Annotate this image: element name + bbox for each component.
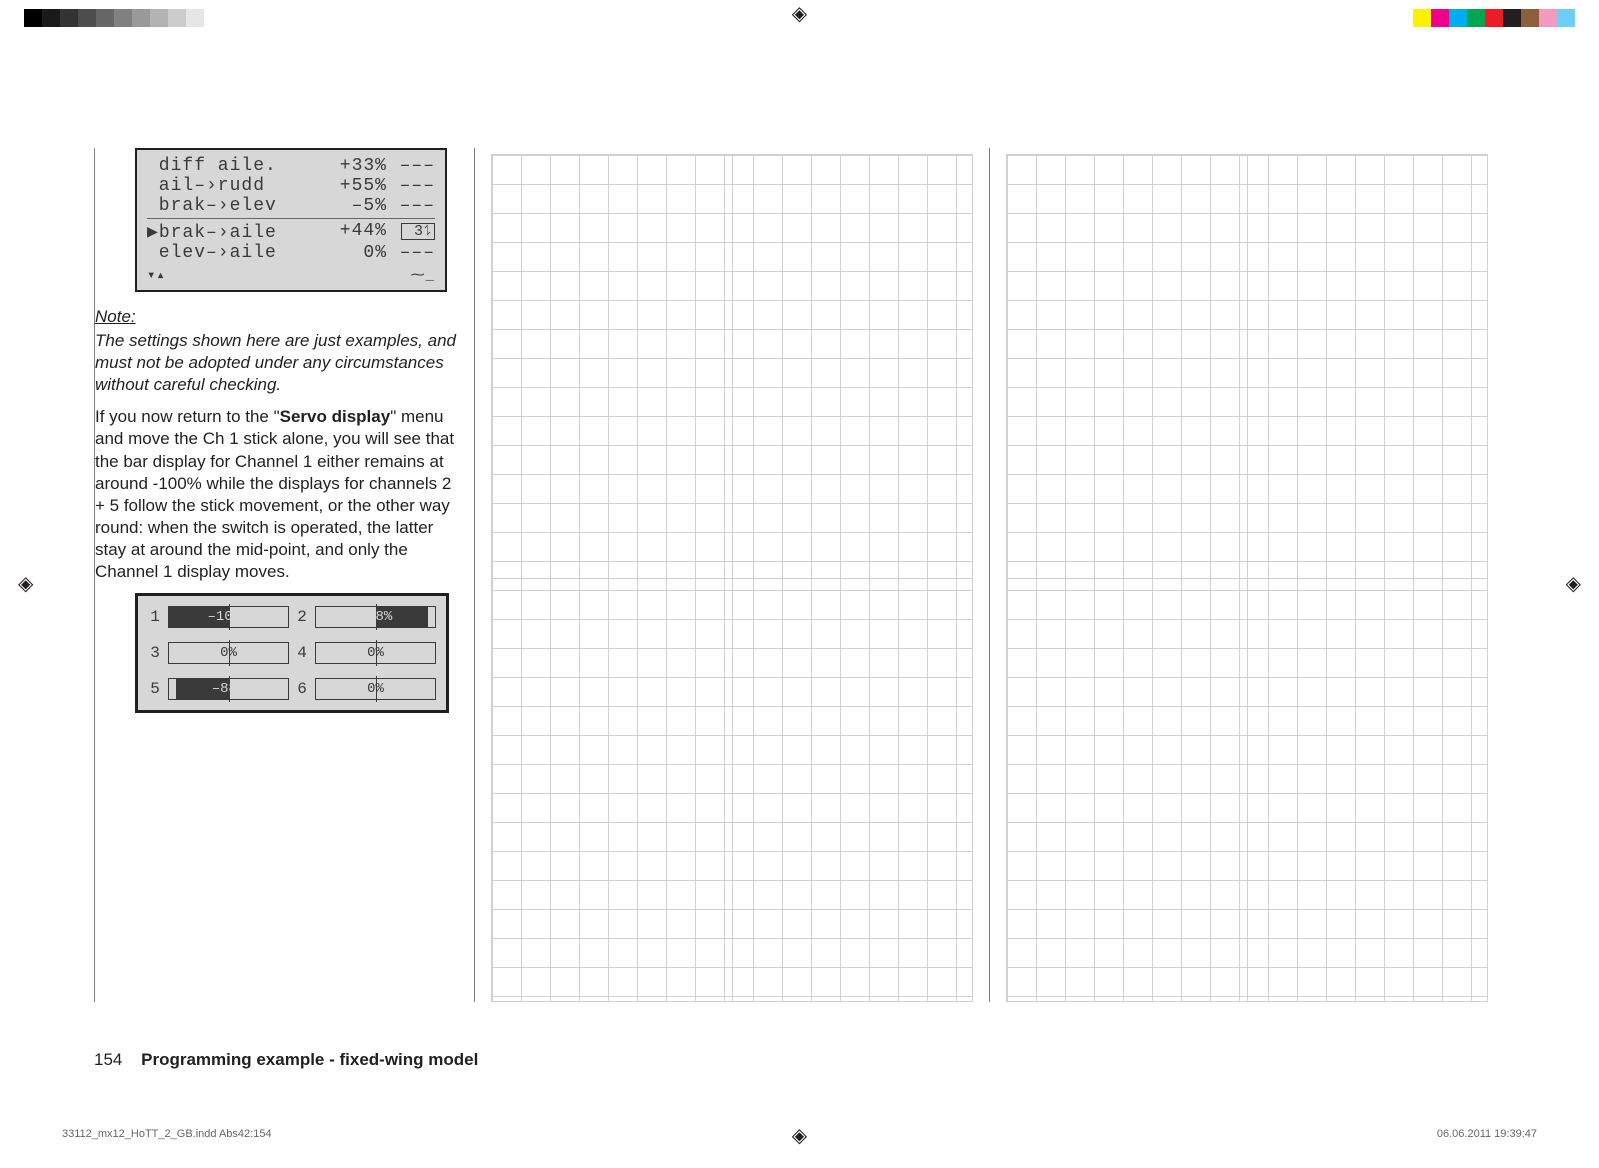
page-number: 154 xyxy=(94,1050,122,1069)
servo-channel-number: 3 xyxy=(148,644,162,662)
mixer-row-value: 0% xyxy=(267,243,391,263)
registration-mark-left: ◈ xyxy=(18,574,33,594)
mixer-row-switch: ––– xyxy=(391,156,435,176)
grayscale-swatches xyxy=(24,6,222,30)
mixer-row-name: ▶brak–›aile xyxy=(147,221,267,243)
bar-label: 0% xyxy=(316,679,435,699)
grid-columns xyxy=(474,148,1504,1002)
indd-timestamp: 06.06.2011 19:39:47 xyxy=(1437,1128,1537,1140)
note-heading: Note: xyxy=(95,306,458,328)
mixer-row-value: +44% xyxy=(267,221,391,243)
color-swatch xyxy=(1503,9,1521,27)
grid-area-2 xyxy=(1006,154,1488,1002)
para-bold: Servo display xyxy=(280,407,391,426)
color-swatches xyxy=(1413,6,1575,30)
note-body: The settings shown here are just example… xyxy=(95,330,458,396)
servo-bar: 0% xyxy=(315,642,436,664)
color-swatch xyxy=(1521,9,1539,27)
switch-chip: 3⥍ xyxy=(401,223,435,240)
mixer-row: diff aile.+33%––– xyxy=(147,156,435,176)
switch-glyph-icon: ⁓_ xyxy=(411,267,435,284)
color-swatch xyxy=(1449,9,1467,27)
registration-mark-right: ◈ xyxy=(1566,574,1581,594)
mixer-row-switch: 3⥍ xyxy=(391,221,435,243)
para-lead: If you now return to the " xyxy=(95,407,280,426)
mixer-row-name: diff aile. xyxy=(147,156,267,176)
servo-bar: +88% xyxy=(315,606,436,628)
mixer-row-value: –5% xyxy=(267,196,391,216)
mixer-row-switch: ––– xyxy=(391,196,435,216)
bar-label: 0% xyxy=(316,643,435,663)
gray-swatch xyxy=(96,9,114,27)
gray-swatch xyxy=(168,9,186,27)
color-swatch xyxy=(1413,9,1431,27)
mixer-row-name: ail–›rudd xyxy=(147,176,267,196)
notes-grid-1 xyxy=(474,148,989,1002)
gray-swatch xyxy=(132,9,150,27)
registration-mark-top: ◈ xyxy=(792,4,807,24)
gray-swatch xyxy=(150,9,168,27)
gray-swatch xyxy=(24,9,42,27)
gray-swatch xyxy=(204,9,222,27)
color-swatch xyxy=(1431,9,1449,27)
para-tail: " menu and move the Ch 1 stick alone, yo… xyxy=(95,407,454,581)
gray-swatch xyxy=(186,9,204,27)
bar-label: +88% xyxy=(316,607,435,627)
servo-channel-number: 6 xyxy=(295,680,309,698)
color-swatch xyxy=(1467,9,1485,27)
servo-bar: –88% xyxy=(168,678,289,700)
gray-swatch xyxy=(60,9,78,27)
page-title: Programming example - fixed-wing model xyxy=(141,1050,478,1069)
mixer-lcd: diff aile.+33%––– ail–›rudd+55%––– brak–… xyxy=(135,148,447,292)
gray-swatch xyxy=(114,9,132,27)
gray-swatch xyxy=(78,9,96,27)
nav-arrows-icon: ▾▴ xyxy=(147,267,166,284)
servo-display-lcd: 1 –100% 2 +88% 3 0% 4 0% 5 –88% 6 0% xyxy=(135,593,449,713)
servo-channel-number: 5 xyxy=(148,680,162,698)
color-swatch xyxy=(1539,9,1557,27)
indd-filename: 33112_mx12_HoTT_2_GB.indd Abs42:154 xyxy=(62,1128,272,1140)
servo-paragraph: If you now return to the "Servo display"… xyxy=(95,406,458,583)
mixer-row-value: +33% xyxy=(267,156,391,176)
mixer-row-name: elev–›aile xyxy=(147,243,267,263)
mixer-row-switch: ––– xyxy=(391,176,435,196)
mixer-row: ail–›rudd+55%––– xyxy=(147,176,435,196)
color-swatch xyxy=(1557,9,1575,27)
gray-swatch xyxy=(42,9,60,27)
servo-bar: –100% xyxy=(168,606,289,628)
color-swatch xyxy=(1485,9,1503,27)
mixer-row: brak–›elev–5%––– xyxy=(147,196,435,216)
servo-channel-number: 4 xyxy=(295,644,309,662)
body-text: Note: The settings shown here are just e… xyxy=(95,306,458,583)
grid-area-1 xyxy=(491,154,973,1002)
mixer-row: elev–›aile0%––– xyxy=(147,243,435,263)
bar-label: –100% xyxy=(169,607,288,627)
servo-bar: 0% xyxy=(168,642,289,664)
mixer-row: ▶brak–›aile+44% 3⥍ xyxy=(147,218,435,243)
servo-channel-number: 2 xyxy=(295,608,309,626)
servo-channel-number: 1 xyxy=(148,608,162,626)
page-footer: 154 Programming example - fixed-wing mod… xyxy=(94,1050,478,1070)
mixer-row-value: +55% xyxy=(267,176,391,196)
bar-label: –88% xyxy=(169,679,288,699)
servo-bar: 0% xyxy=(315,678,436,700)
left-column: diff aile.+33%––– ail–›rudd+55%––– brak–… xyxy=(94,148,474,1002)
notes-grid-2 xyxy=(989,148,1504,1002)
mixer-row-switch: ––– xyxy=(391,243,435,263)
imposition-footer: 33112_mx12_HoTT_2_GB.indd Abs42:154 06.0… xyxy=(62,1128,1537,1140)
mixer-bottom-row: ▾▴ ⁓_ xyxy=(147,263,435,284)
mixer-row-name: brak–›elev xyxy=(147,196,267,216)
bar-label: 0% xyxy=(169,643,288,663)
page-content: diff aile.+33%––– ail–›rudd+55%––– brak–… xyxy=(94,148,1504,1002)
